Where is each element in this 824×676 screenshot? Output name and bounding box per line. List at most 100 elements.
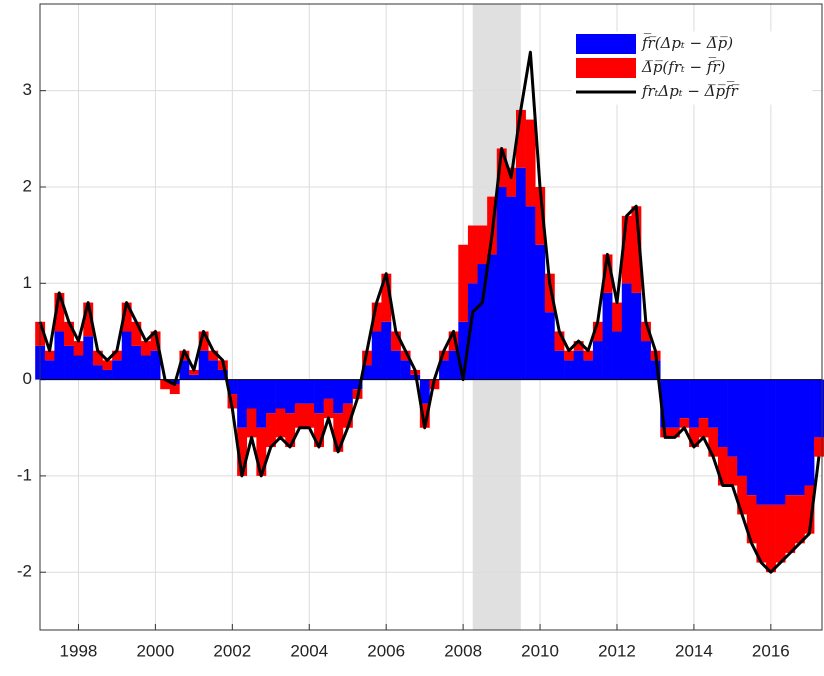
bar-segment [660, 379, 671, 428]
bar-segment [785, 495, 796, 553]
x-tick-label: 1998 [60, 641, 98, 660]
bar-segment [766, 379, 776, 505]
bar-segment [746, 495, 757, 544]
y-tick-label: 0 [23, 369, 32, 388]
bar-segment [583, 350, 594, 361]
bar-segment [131, 345, 142, 380]
legend-swatch [576, 58, 636, 78]
bar-segment [362, 365, 373, 380]
bar-segment [140, 355, 151, 380]
bar-segment [641, 341, 651, 380]
bar-segment [544, 312, 555, 380]
bar-segment [496, 186, 507, 380]
bar-segment [477, 225, 488, 265]
bar-segment [362, 350, 373, 366]
bar-segment [602, 254, 613, 293]
bar-segment [583, 360, 594, 380]
bar-segment [121, 302, 132, 332]
bar-segment [785, 379, 796, 496]
bar-segment [44, 350, 55, 361]
bar-segment [265, 379, 276, 414]
bar-segment [612, 302, 623, 332]
legend-swatch [576, 34, 636, 54]
bar-segment [679, 379, 690, 419]
bar-segment [717, 379, 728, 448]
bar-segment [602, 292, 613, 380]
bar-segment [371, 331, 382, 380]
bar-segment [64, 345, 74, 380]
bar-segment [554, 331, 565, 351]
bar-segment [698, 418, 709, 438]
bar-segment [419, 403, 430, 428]
y-tick-label: 1 [23, 273, 32, 292]
bar-segment [631, 206, 642, 293]
bar-segment [804, 485, 815, 534]
bar-segment [102, 369, 113, 380]
bar-segment [804, 379, 815, 486]
bar-segment [179, 350, 190, 361]
bar-segment [371, 302, 382, 332]
plot-background [40, 4, 822, 630]
bar-segment [112, 350, 123, 361]
bar-segment [314, 379, 324, 414]
bar-segment [621, 283, 632, 380]
bar-segment [641, 321, 651, 342]
bar-segment [669, 379, 680, 428]
bar-segment [650, 360, 661, 380]
y-tick-label: 2 [23, 176, 32, 195]
bar-segment [756, 504, 767, 563]
bar-segment [83, 302, 94, 337]
bar-segment [112, 360, 123, 380]
bar-segment [573, 350, 584, 380]
bar-segment [746, 379, 757, 496]
bar-segment [227, 379, 238, 395]
x-tick-label: 2004 [290, 641, 328, 660]
bar-segment [237, 379, 248, 428]
bar-segment [458, 244, 469, 322]
x-tick-label: 2014 [675, 641, 713, 660]
bar-segment [467, 283, 478, 380]
bar-segment [496, 148, 507, 187]
y-tick-label: -2 [17, 562, 32, 581]
legend-label: frₜΔpₜ − Δ̅p̅f̅r̅ [641, 81, 739, 100]
bar-segment [131, 321, 142, 346]
bar-segment [564, 360, 575, 380]
bar-segment [285, 379, 296, 414]
bar-segment [689, 427, 700, 448]
bar-segment [150, 350, 161, 380]
x-tick-label: 2016 [752, 641, 790, 660]
bar-segment [275, 408, 286, 438]
bar-segment [487, 254, 498, 380]
bar-segment [198, 331, 209, 351]
bar-segment [237, 427, 248, 476]
bar-segment [333, 413, 344, 452]
bar-segment [169, 384, 180, 395]
bar-segment [794, 379, 805, 496]
bar-segment [775, 379, 786, 505]
bar-segment [814, 379, 824, 438]
bar-segment [323, 379, 334, 399]
bar-segment [727, 456, 738, 486]
bar-segment [381, 273, 392, 322]
bar-segment [92, 365, 103, 380]
bar-segment [381, 321, 392, 380]
plot-frame [39, 3, 823, 631]
bar-segment [737, 379, 748, 476]
bar-segment [535, 244, 546, 380]
x-tick-label: 2010 [521, 641, 559, 660]
bar-segment [554, 350, 565, 380]
bar-segment [294, 379, 305, 404]
bar-segment [150, 331, 161, 351]
bar-segment [342, 403, 353, 428]
bar-segment [689, 379, 700, 428]
bar-segment [717, 447, 728, 486]
bar-segment [189, 369, 199, 375]
bar-segment [669, 427, 680, 438]
bar-segment [73, 341, 84, 356]
bar-segment [506, 196, 517, 380]
bar-segment [400, 350, 411, 361]
bar-segment [708, 379, 719, 428]
bar-segment [727, 379, 738, 457]
bar-segment [612, 331, 623, 380]
